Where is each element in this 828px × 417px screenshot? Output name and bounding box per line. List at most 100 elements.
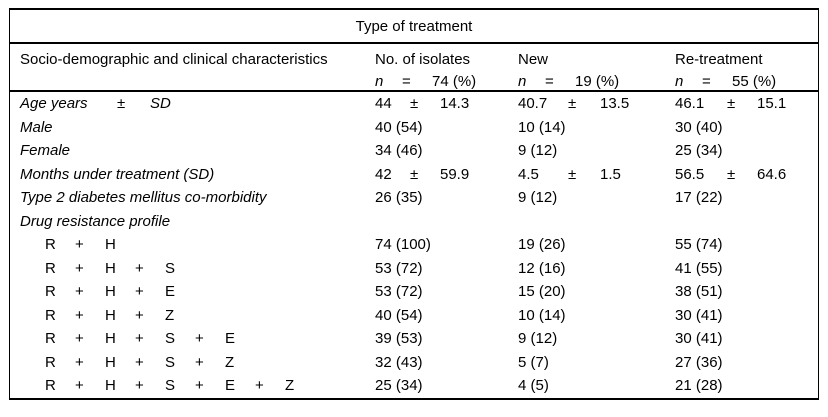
data-cell: 38 (51) (675, 283, 723, 300)
resistance-token: Z (225, 353, 235, 371)
mean-value: 4.5 (518, 165, 539, 183)
data-cell: 5 (7) (518, 353, 549, 371)
equals-sign: = (545, 73, 554, 90)
data-cell: 10 (14) (518, 306, 566, 324)
data-cell: 32 (43) (375, 353, 423, 371)
resistance-token: + (135, 283, 144, 300)
resistance-token: H (105, 306, 116, 324)
data-cell: 25 (34) (675, 142, 723, 159)
row-label: Type 2 diabetes mellitus co-morbidity (20, 189, 267, 206)
table-row: R + H + S + E 39 (53) 9 (12) 30 (41) (10, 327, 818, 351)
resistance-token: + (135, 259, 144, 277)
resistance-token: + (75, 377, 84, 394)
mean-value: 44 (375, 95, 392, 112)
resistance-token: + (195, 353, 204, 371)
mean-value: 56.5 (675, 165, 705, 183)
data-cell: 53 (72) (375, 259, 423, 277)
mean-value: 42 (375, 165, 392, 183)
data-cell: 34 (46) (375, 142, 423, 159)
mean-value: 40.7 (518, 95, 548, 112)
n-value: 19 (%) (575, 73, 620, 90)
resistance-token: + (75, 330, 84, 347)
resistance-token: H (105, 353, 116, 371)
column-title: Re-treatment (675, 51, 763, 68)
resistance-token: H (105, 330, 116, 347)
table-row: Months under treatment (SD) 42 ±59.9 4.5 ±1.… (10, 163, 818, 187)
sd-value: 13.5 (600, 95, 630, 112)
table-row: R + H + S + Z 32 (43) 5 (7) 27 (36) (10, 351, 818, 375)
data-cell: 12 (16) (518, 259, 566, 277)
data-cell: 21 (28) (675, 377, 723, 394)
resistance-token: + (195, 377, 204, 394)
sd-value: 1.5 (600, 165, 621, 183)
data-cell: 30 (40) (675, 118, 723, 136)
data-cell: 56.5 ±64.6 (675, 163, 818, 187)
treatment-table: Type of treatment Socio-demographic and … (9, 8, 819, 400)
sd-value: 15.1 (757, 95, 787, 112)
resistance-token: S (165, 377, 176, 394)
data-cell: 27 (36) (675, 353, 723, 371)
resistance-token: H (105, 259, 116, 277)
data-cell (375, 210, 518, 234)
sd-value: 64.6 (757, 165, 787, 183)
mean-value: 46.1 (675, 95, 705, 112)
row-label: R + H (10, 233, 375, 257)
data-cell: 42 ±59.9 (375, 163, 518, 187)
table-body: Age years ± SD 44 ±14.3 40.7 ±13.5 46.1 ±15.1 Mal… (10, 92, 818, 398)
resistance-token: R (45, 330, 56, 347)
table-row: R + H + Z 40 (54) 10 (14) 30 (41) (10, 304, 818, 328)
plus-minus-sign: ± (410, 165, 419, 183)
column-n-line: n = 55 (%) (675, 71, 818, 92)
row-label: R + H + E (10, 280, 375, 304)
row-label: Male (20, 118, 53, 136)
resistance-token: + (195, 330, 204, 347)
table-row: Female 34 (46) 9 (12) 25 (34) (10, 139, 818, 163)
table-row: R + H + E 53 (72) 15 (20) 38 (51) (10, 280, 818, 304)
data-cell: 74 (100) (375, 236, 431, 253)
column-n-line: n = 74 (%) (375, 71, 518, 92)
data-cell: 30 (41) (675, 330, 723, 347)
data-cell: 40 (54) (375, 306, 423, 324)
column-title: No. of isolates (375, 51, 471, 68)
row-label: R + H + S (10, 257, 375, 281)
data-cell: 55 (74) (675, 236, 723, 253)
table-row: Drug resistance profile (10, 210, 818, 234)
resistance-token: + (135, 353, 144, 371)
table-row: Type 2 diabetes mellitus co-morbidity 26 … (10, 186, 818, 210)
row-label: R + H + Z (10, 304, 375, 328)
data-cell: 39 (53) (375, 330, 423, 347)
table-row: R + H 74 (100) 19 (26) 55 (74) (10, 233, 818, 257)
row-label: Months under treatment (SD) (20, 165, 215, 183)
column-header-new: New n = 19 (%) (518, 49, 675, 92)
data-cell: 19 (26) (518, 236, 566, 253)
column-title: New (518, 51, 549, 68)
resistance-token: + (135, 306, 144, 324)
table-spanner-heading: Type of treatment (10, 10, 818, 44)
equals-sign: = (402, 73, 411, 90)
label-token: SD (150, 95, 171, 112)
table-row: R + H + S 53 (72) 12 (16) 41 (55) (10, 257, 818, 281)
data-cell (518, 210, 675, 234)
data-cell: 9 (12) (518, 142, 558, 159)
table-row: Age years ± SD 44 ±14.3 40.7 ±13.5 46.1 ±15.1 (10, 92, 818, 116)
label-token: Age years (20, 95, 88, 112)
column-header-characteristics: Socio-demographic and clinical character… (20, 51, 328, 68)
resistance-token: + (75, 353, 84, 371)
resistance-token: + (135, 377, 144, 394)
plus-minus-sign: ± (568, 165, 577, 183)
table-row: Male 40 (54) 10 (14) 30 (40) (10, 116, 818, 140)
data-cell: 40.7 ±13.5 (518, 92, 675, 116)
table-row: R + H + S + E + Z 25 (34) 4 (5) 21 (28) (10, 374, 818, 398)
resistance-token: + (75, 283, 84, 300)
resistance-token: + (75, 259, 84, 277)
resistance-token: S (165, 353, 176, 371)
equals-sign: = (702, 73, 711, 90)
column-header-retreatment: Re-treatment n = 55 (%) (675, 49, 818, 92)
row-label: R + H + S + E (10, 327, 375, 351)
data-cell: 44 ±14.3 (375, 92, 518, 116)
resistance-token: Z (285, 377, 295, 394)
resistance-token: H (105, 236, 116, 253)
column-header-isolates: No. of isolates n = 74 (%) (375, 49, 518, 92)
resistance-token: E (225, 330, 236, 347)
resistance-token: + (255, 377, 264, 394)
